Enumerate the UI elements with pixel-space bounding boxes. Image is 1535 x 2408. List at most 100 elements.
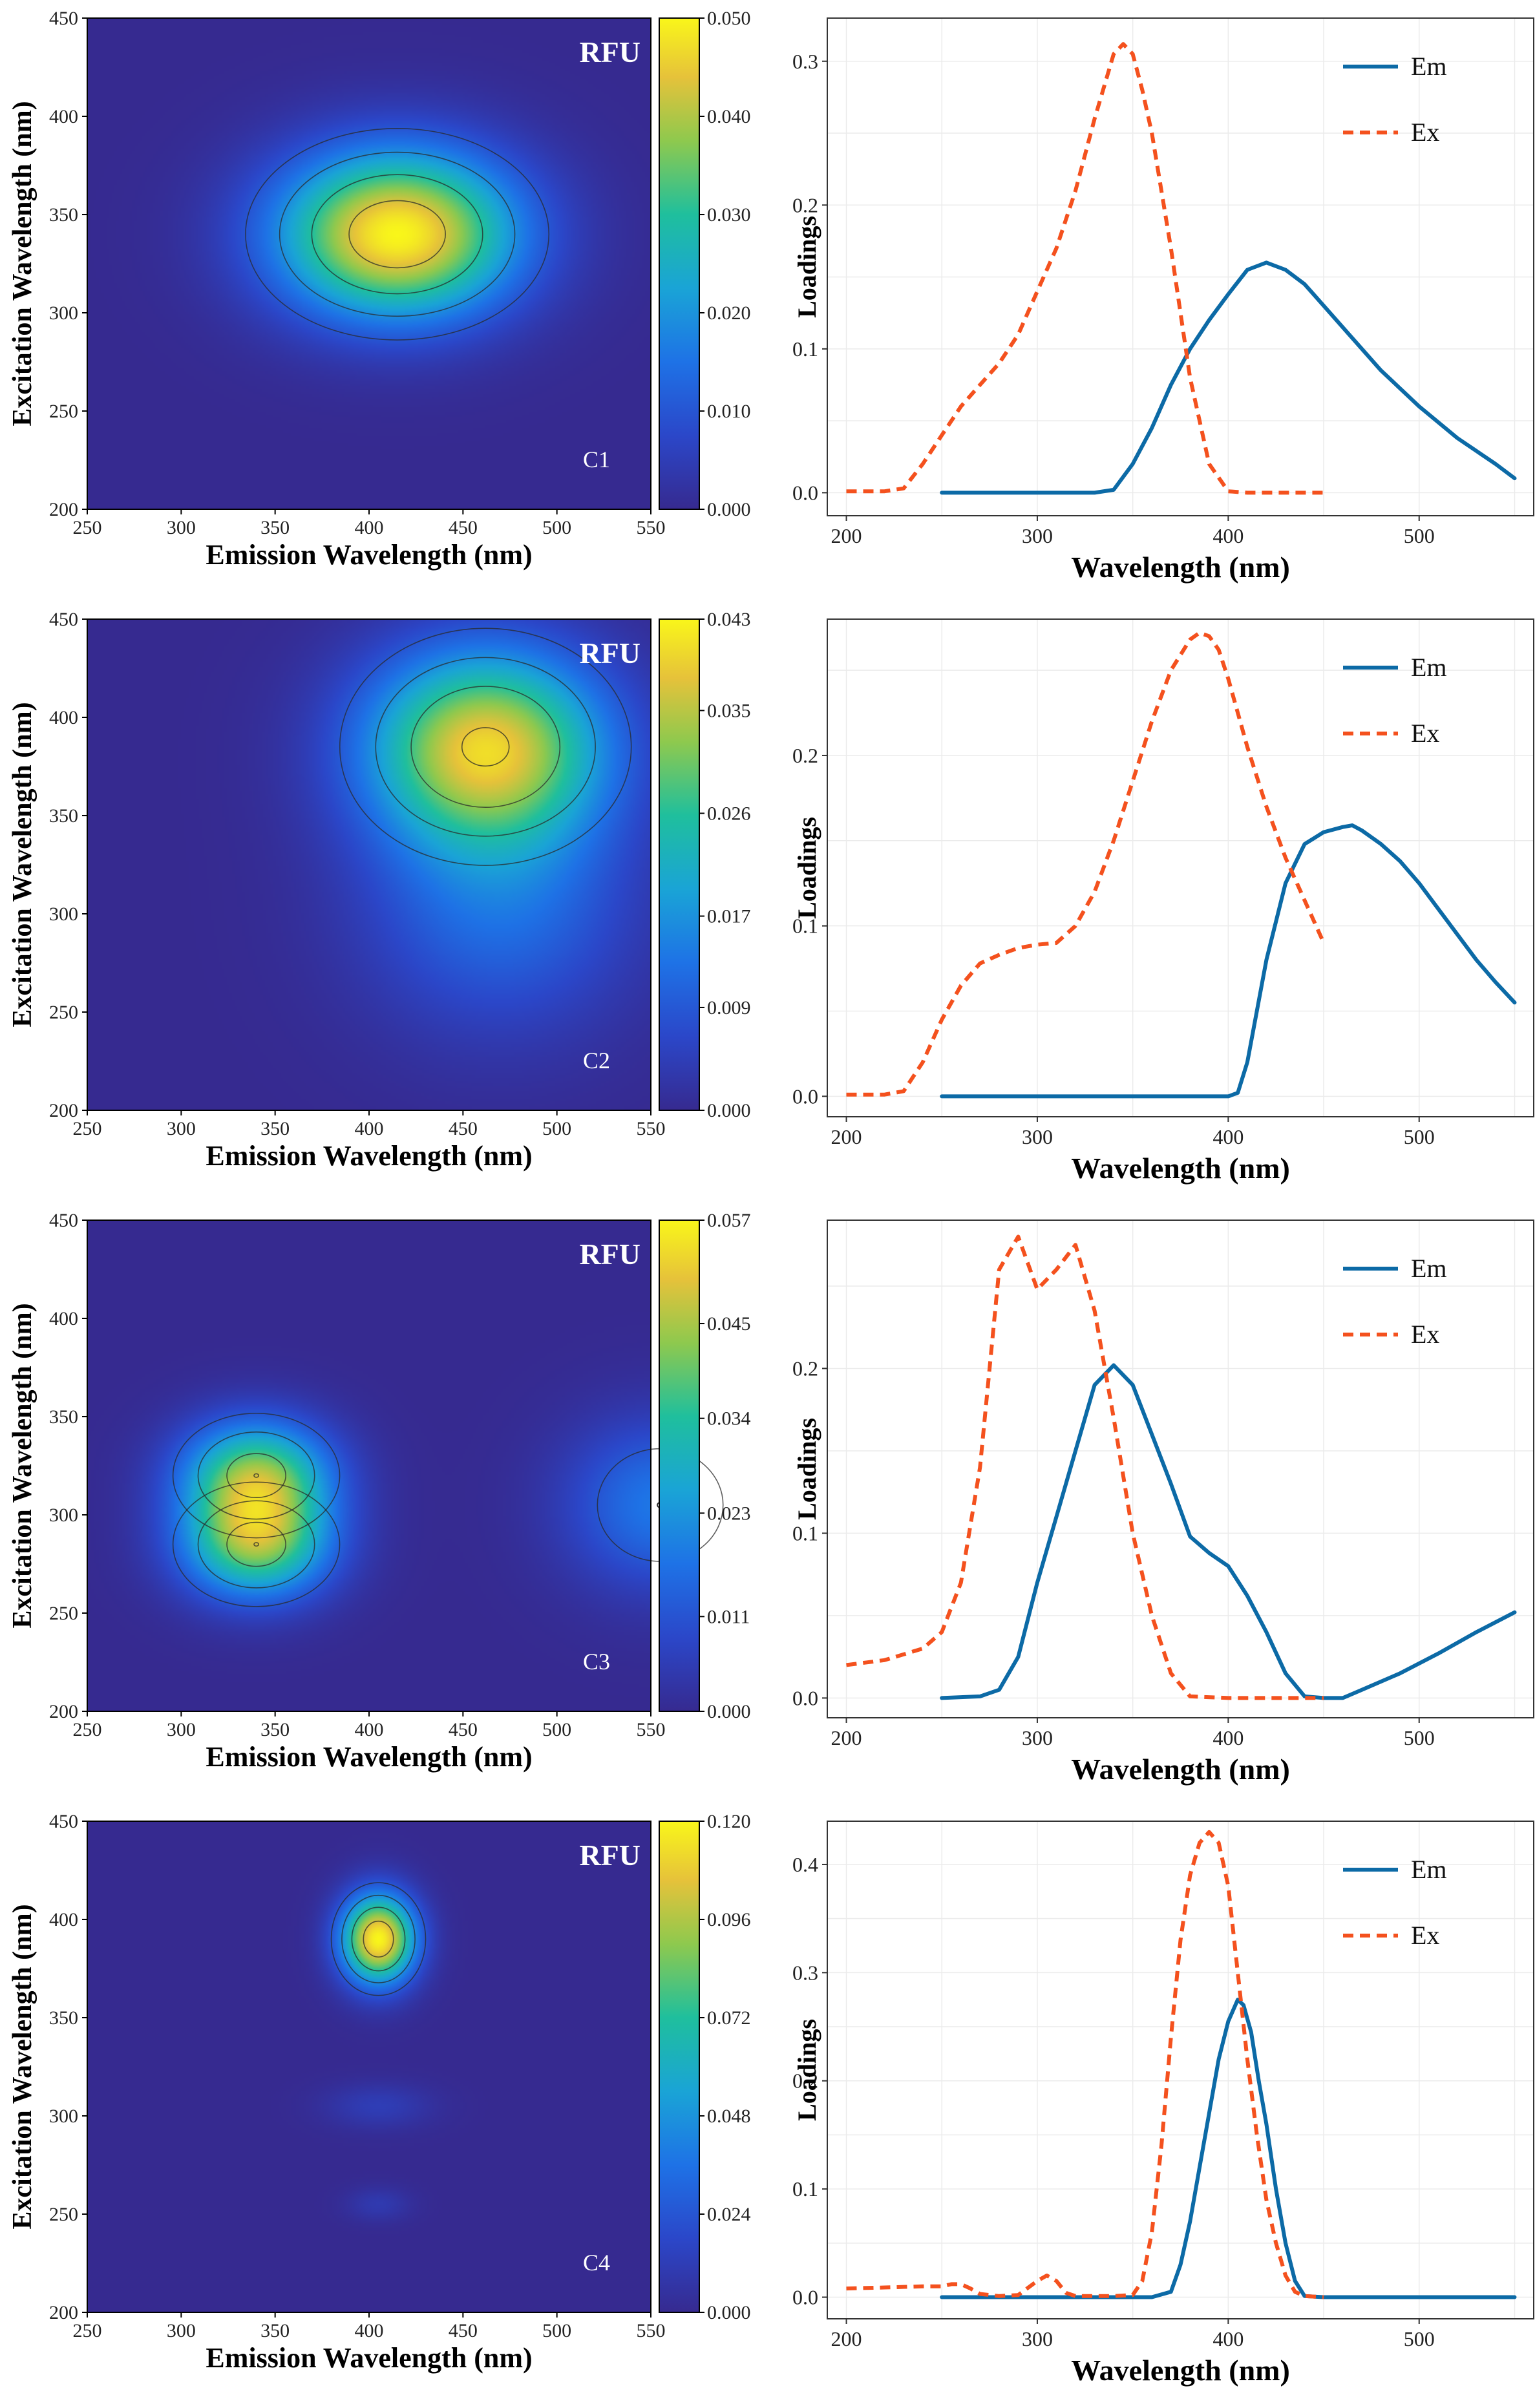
- y-tick-label: 400: [49, 1909, 78, 1930]
- loadings-panel-l3: 200 300 400 500 0.0 0.1 0.2 Wavelength (nm) Load…: [792, 1220, 1534, 1786]
- plot-area: [827, 1821, 1534, 2319]
- x-tick-label: 400: [355, 2320, 384, 2341]
- y-tick-label: 200: [49, 499, 78, 520]
- contour-line: [330, 1882, 427, 1996]
- plot-frame: [827, 1220, 1534, 1718]
- x-tick-label: 400: [355, 517, 384, 538]
- x-tick-label: 300: [1022, 1726, 1053, 1749]
- y-tick-label: 250: [49, 2204, 78, 2225]
- y-tick-label: 450: [49, 8, 78, 29]
- x-tick-label: 250: [73, 1719, 102, 1740]
- y-axis-title: Excitation Wavelength (nm): [8, 1303, 37, 1628]
- y-tick-label: 450: [49, 1210, 78, 1231]
- legend-label-ex: Ex: [1411, 118, 1439, 147]
- y-tick-label: 350: [49, 204, 78, 226]
- contour-line: [253, 1473, 260, 1478]
- x-tick-label: 500: [1404, 1726, 1435, 1749]
- colorbar-tick-label: 0.017: [707, 906, 751, 927]
- series-line-ex: [846, 1830, 1324, 2299]
- contour-line: [363, 1920, 394, 1958]
- contour-line: [172, 1481, 341, 1607]
- x-axis-title: Emission Wavelength (nm): [206, 2342, 532, 2374]
- x-tick-label: 500: [542, 1719, 571, 1740]
- y-tick-label: 300: [49, 2106, 78, 2127]
- x-tick-label: 450: [449, 2320, 478, 2341]
- series-line-ex: [846, 631, 1326, 1097]
- loadings-panel-l1: 200 300 400 500 0.0 0.1 0.2 0.3 Wavelength (nm) L…: [792, 17, 1534, 584]
- x-tick-label: 400: [1212, 1726, 1244, 1749]
- heatmap-field-c2: [87, 619, 651, 1110]
- x-tick-label: 500: [542, 1118, 571, 1139]
- component-label: C3: [583, 1649, 610, 1674]
- x-tick-label: 300: [1022, 1125, 1053, 1148]
- x-tick-label: 250: [73, 1118, 102, 1139]
- y-tick-label: 0.1: [792, 2177, 818, 2201]
- plot-area: [827, 618, 1534, 1117]
- x-axis-title: Wavelength (nm): [1071, 551, 1290, 584]
- x-axis-title: Wavelength (nm): [1071, 1152, 1290, 1185]
- x-tick-label: 550: [637, 1118, 666, 1139]
- x-tick-label: 350: [260, 1118, 290, 1139]
- colorbar-tick-label: 0.020: [707, 302, 751, 324]
- y-tick-label: 200: [49, 1701, 78, 1722]
- y-axis-title: Excitation Wavelength (nm): [8, 702, 37, 1027]
- y-tick-label: 200: [49, 2302, 78, 2323]
- x-tick-label: 550: [637, 2320, 666, 2341]
- y-tick-label: 0.2: [792, 744, 818, 767]
- x-tick-label: 350: [260, 517, 290, 538]
- colorbar-tick-label: 0.034: [707, 1408, 751, 1430]
- colorbar-tick-label: 0.057: [707, 1210, 751, 1231]
- y-tick-label: 350: [49, 805, 78, 827]
- x-tick-label: 200: [831, 1125, 862, 1148]
- legend-label-ex: Ex: [1411, 719, 1439, 748]
- rfu-label: RFU: [579, 36, 640, 69]
- y-tick-label: 0.3: [792, 1961, 818, 1984]
- x-tick-label: 400: [1212, 2327, 1244, 2350]
- colorbar-tick-label: 0.043: [707, 609, 751, 630]
- y-tick-label: 0.1: [792, 914, 818, 938]
- y-tick-label: 250: [49, 1002, 78, 1023]
- contour-line: [348, 200, 446, 269]
- x-tick-label: 300: [167, 517, 196, 538]
- y-axis-title: Loadings: [792, 1418, 821, 1520]
- colorbar-tick-label: 0.048: [707, 2106, 751, 2127]
- series-line-em: [940, 1998, 1517, 2299]
- component-label: C2: [583, 1048, 610, 1073]
- legend-label-ex: Ex: [1411, 1921, 1439, 1950]
- series-line-ex: [846, 1234, 1324, 1700]
- y-tick-label: 450: [49, 1811, 78, 1832]
- y-tick-label: 0.2: [792, 193, 818, 217]
- colorbar: [659, 618, 700, 1111]
- x-tick-label: 500: [542, 2320, 571, 2341]
- x-tick-label: 450: [449, 1719, 478, 1740]
- x-tick-label: 450: [449, 1118, 478, 1139]
- x-tick-label: 400: [355, 1719, 384, 1740]
- loadings-panel-l2: 200 300 400 500 0.0 0.1 0.2 Wavelength (nm) Load…: [792, 618, 1534, 1185]
- legend-label-em: Em: [1411, 1855, 1447, 1884]
- y-tick-label: 250: [49, 1603, 78, 1624]
- y-tick-label: 450: [49, 609, 78, 630]
- series-line-ex: [846, 42, 1324, 495]
- component-label: C1: [583, 447, 610, 472]
- x-tick-label: 550: [637, 1719, 666, 1740]
- y-tick-label: 300: [49, 302, 78, 324]
- contour-line: [375, 657, 596, 837]
- x-tick-label: 300: [167, 2320, 196, 2341]
- x-tick-label: 300: [167, 1719, 196, 1740]
- x-tick-label: 200: [831, 524, 862, 547]
- rfu-label: RFU: [579, 1839, 640, 1872]
- colorbar-tick-label: 0.120: [707, 1811, 751, 1832]
- y-axis-title: Loadings: [792, 2019, 821, 2121]
- contour-line: [339, 628, 632, 866]
- colorbar-tick-label: 0.035: [707, 700, 751, 721]
- x-tick-label: 400: [1212, 1125, 1244, 1148]
- y-axis-title: Excitation Wavelength (nm): [8, 1904, 37, 2229]
- x-axis-title: Emission Wavelength (nm): [206, 1741, 532, 1773]
- colorbar: [659, 1220, 700, 1712]
- colorbar-tick-label: 0.000: [707, 1701, 751, 1722]
- colorbar-tick-label: 0.096: [707, 1909, 751, 1930]
- y-tick-label: 350: [49, 1406, 78, 1428]
- colorbar-tick-label: 0.010: [707, 401, 751, 422]
- legend-label-em: Em: [1411, 1254, 1447, 1283]
